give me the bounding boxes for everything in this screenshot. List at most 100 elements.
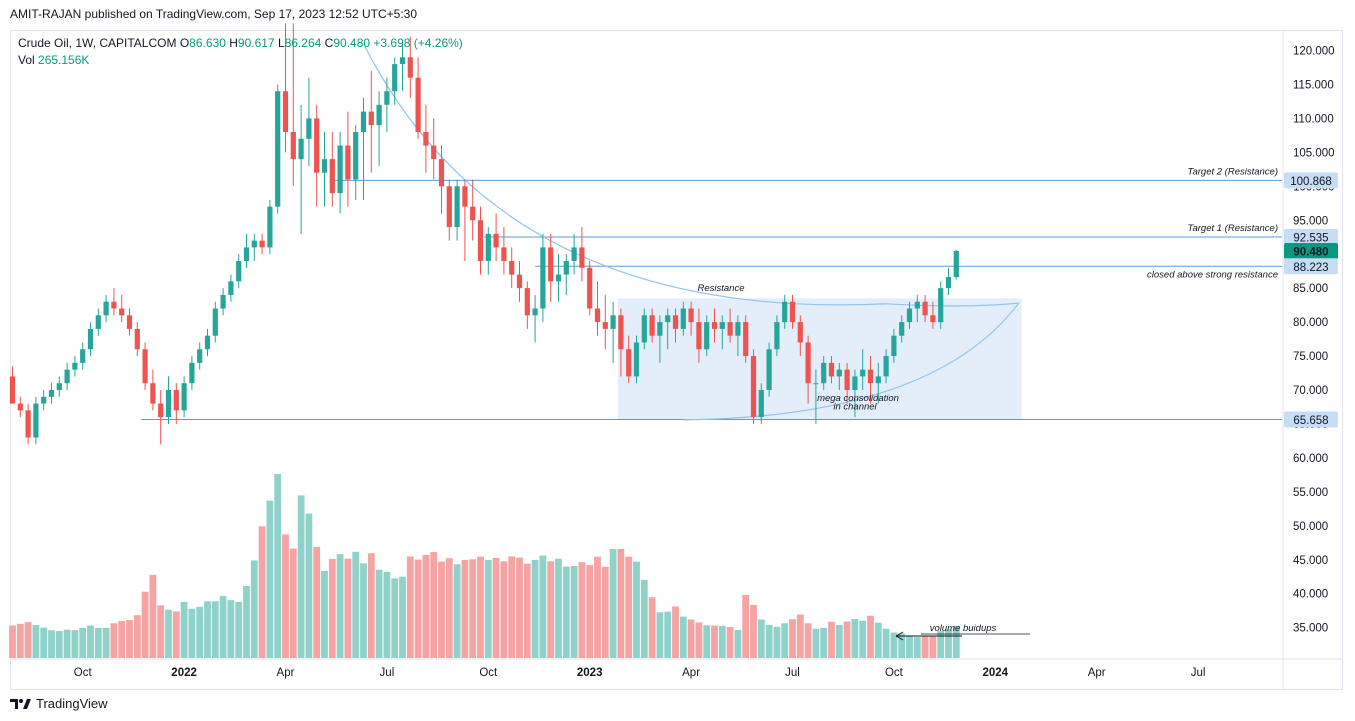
- candle[interactable]: [665, 308, 671, 350]
- candle[interactable]: [407, 36, 413, 99]
- candle[interactable]: [368, 70, 374, 173]
- candle[interactable]: [680, 301, 686, 336]
- candle[interactable]: [789, 294, 796, 329]
- candle[interactable]: [158, 390, 164, 445]
- level-price-label[interactable]: 65.658: [1284, 411, 1338, 428]
- candle[interactable]: [696, 308, 702, 363]
- candle[interactable]: [80, 342, 86, 370]
- candle[interactable]: [516, 260, 523, 302]
- candle[interactable]: [9, 366, 16, 404]
- candle[interactable]: [571, 233, 577, 275]
- candle[interactable]: [930, 301, 936, 329]
- candle[interactable]: [126, 308, 133, 336]
- candle[interactable]: [587, 260, 593, 316]
- candle[interactable]: [48, 383, 55, 404]
- candle[interactable]: [197, 342, 203, 370]
- candle[interactable]: [220, 288, 226, 316]
- candle[interactable]: [852, 369, 858, 418]
- candle[interactable]: [626, 335, 632, 384]
- candle[interactable]: [899, 315, 905, 343]
- candle[interactable]: [165, 376, 172, 424]
- candle[interactable]: [119, 294, 125, 323]
- candle[interactable]: [431, 118, 437, 180]
- candle[interactable]: [376, 91, 382, 166]
- candle[interactable]: [470, 179, 476, 241]
- candle[interactable]: [142, 342, 148, 390]
- candle[interactable]: [719, 315, 725, 350]
- candle[interactable]: [805, 335, 811, 404]
- candle[interactable]: [267, 199, 273, 255]
- candle[interactable]: [103, 294, 109, 323]
- candle[interactable]: [782, 294, 788, 329]
- candle[interactable]: [243, 233, 250, 268]
- candle[interactable]: [150, 369, 156, 411]
- candle[interactable]: [493, 213, 499, 261]
- candle[interactable]: [860, 349, 866, 390]
- candle[interactable]: [633, 335, 640, 384]
- candle[interactable]: [641, 308, 647, 350]
- annotation-text[interactable]: Resistance: [698, 283, 745, 294]
- candle[interactable]: [353, 125, 359, 200]
- candle[interactable]: [750, 349, 757, 424]
- candle[interactable]: [173, 383, 179, 424]
- candle[interactable]: [415, 57, 421, 139]
- candle[interactable]: [875, 362, 881, 404]
- candle[interactable]: [111, 288, 117, 316]
- candle[interactable]: [836, 362, 842, 390]
- candle[interactable]: [828, 356, 835, 384]
- candle[interactable]: [64, 362, 70, 390]
- candle[interactable]: [477, 206, 484, 275]
- price-axis[interactable]: 120.000115.000110.000105.000100.00095.00…: [1293, 46, 1335, 635]
- candle[interactable]: [548, 233, 554, 302]
- candle[interactable]: [711, 308, 718, 343]
- candle[interactable]: [282, 23, 289, 153]
- level-price-label[interactable]: 88.223: [1284, 258, 1338, 275]
- candle[interactable]: [797, 315, 803, 357]
- candle[interactable]: [212, 301, 218, 343]
- annotation-text[interactable]: volume buidups: [930, 623, 997, 634]
- candle[interactable]: [540, 233, 546, 323]
- candle[interactable]: [532, 294, 538, 343]
- candle[interactable]: [688, 301, 694, 336]
- candle[interactable]: [774, 315, 780, 357]
- candle[interactable]: [321, 131, 328, 207]
- candle[interactable]: [399, 43, 406, 92]
- candle[interactable]: [95, 308, 101, 336]
- support-arc[interactable]: [683, 302, 1020, 421]
- candle[interactable]: [337, 131, 343, 214]
- annotation-text[interactable]: Target 2 (Resistance): [1188, 166, 1278, 177]
- candle[interactable]: [704, 315, 710, 357]
- candle[interactable]: [945, 267, 952, 295]
- candle[interactable]: [813, 369, 819, 424]
- candle[interactable]: [41, 390, 47, 411]
- candle[interactable]: [189, 356, 195, 390]
- candle[interactable]: [657, 315, 663, 363]
- annotation-text[interactable]: Target 1 (Resistance): [1188, 223, 1278, 234]
- candle[interactable]: [953, 250, 959, 280]
- candle[interactable]: [72, 356, 78, 377]
- candle[interactable]: [360, 98, 367, 200]
- candle[interactable]: [384, 77, 390, 132]
- candle[interactable]: [938, 281, 944, 329]
- legend-symbol[interactable]: Crude Oil, 1W, CAPITALCOM: [18, 36, 177, 50]
- last-price-label[interactable]: 90.480: [1284, 242, 1338, 259]
- candle[interactable]: [891, 328, 897, 363]
- candle[interactable]: [883, 349, 889, 384]
- legend-vol-label[interactable]: Vol: [18, 53, 35, 67]
- candle[interactable]: [454, 179, 460, 241]
- candle[interactable]: [314, 104, 320, 207]
- candle[interactable]: [555, 254, 562, 302]
- candle[interactable]: [766, 342, 772, 397]
- candle[interactable]: [906, 301, 913, 329]
- candle[interactable]: [228, 274, 234, 302]
- candle[interactable]: [867, 356, 874, 404]
- candle[interactable]: [204, 328, 211, 357]
- candle[interactable]: [423, 104, 429, 173]
- candle[interactable]: [446, 179, 452, 241]
- candle[interactable]: [579, 227, 585, 282]
- candle[interactable]: [438, 145, 445, 214]
- candle[interactable]: [462, 179, 468, 261]
- brand[interactable]: TradingView: [10, 696, 108, 711]
- candle[interactable]: [501, 227, 507, 275]
- candle[interactable]: [821, 356, 827, 390]
